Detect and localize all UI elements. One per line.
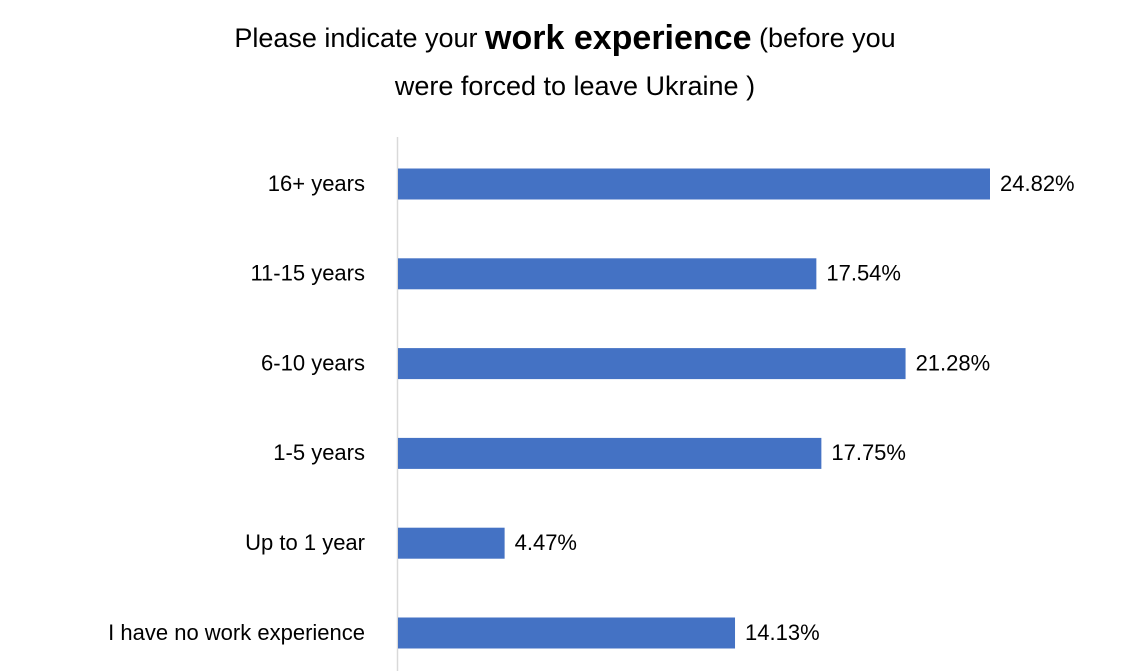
- data-label: 17.54%: [826, 261, 901, 286]
- y-tick-label: 1-5 years: [273, 440, 365, 465]
- bar: [398, 168, 990, 200]
- data-label: 21.28%: [916, 350, 991, 375]
- y-tick-label: I have no work experience: [108, 620, 365, 645]
- bar: [398, 258, 817, 290]
- chart-title: Please indicate your work experience (be…: [234, 19, 895, 57]
- data-label: 17.75%: [831, 440, 906, 465]
- title-part: Please indicate your: [234, 23, 477, 53]
- bar: [398, 348, 906, 380]
- bar: [398, 617, 736, 649]
- data-label: 14.13%: [745, 620, 820, 645]
- title-part: (before you: [759, 23, 896, 53]
- title-part: work experience: [484, 19, 751, 57]
- y-tick-label: 16+ years: [268, 171, 365, 196]
- data-label: 24.82%: [1000, 171, 1075, 196]
- bar: [398, 527, 505, 559]
- y-tick-label: 11-15 years: [250, 261, 365, 286]
- data-label: 4.47%: [515, 530, 577, 555]
- y-tick-label: Up to 1 year: [245, 530, 365, 555]
- chart-title: were forced to leave Ukraine ): [394, 71, 755, 101]
- y-tick-label: 6-10 years: [261, 350, 365, 375]
- bar: [398, 437, 822, 469]
